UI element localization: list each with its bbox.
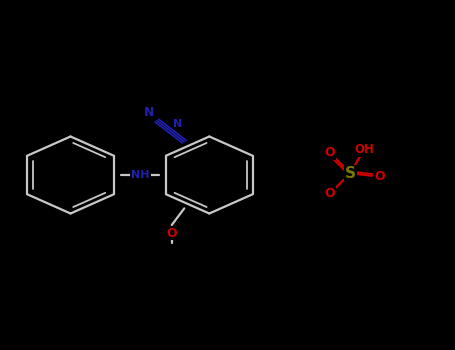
Text: O: O — [374, 170, 385, 183]
Text: O: O — [167, 227, 177, 240]
Text: N: N — [144, 106, 155, 119]
Text: OH: OH — [354, 143, 374, 156]
Text: NH: NH — [131, 170, 149, 180]
Text: O: O — [324, 146, 335, 160]
Text: O: O — [324, 187, 335, 200]
Text: S: S — [345, 166, 356, 181]
Text: N: N — [173, 119, 182, 130]
